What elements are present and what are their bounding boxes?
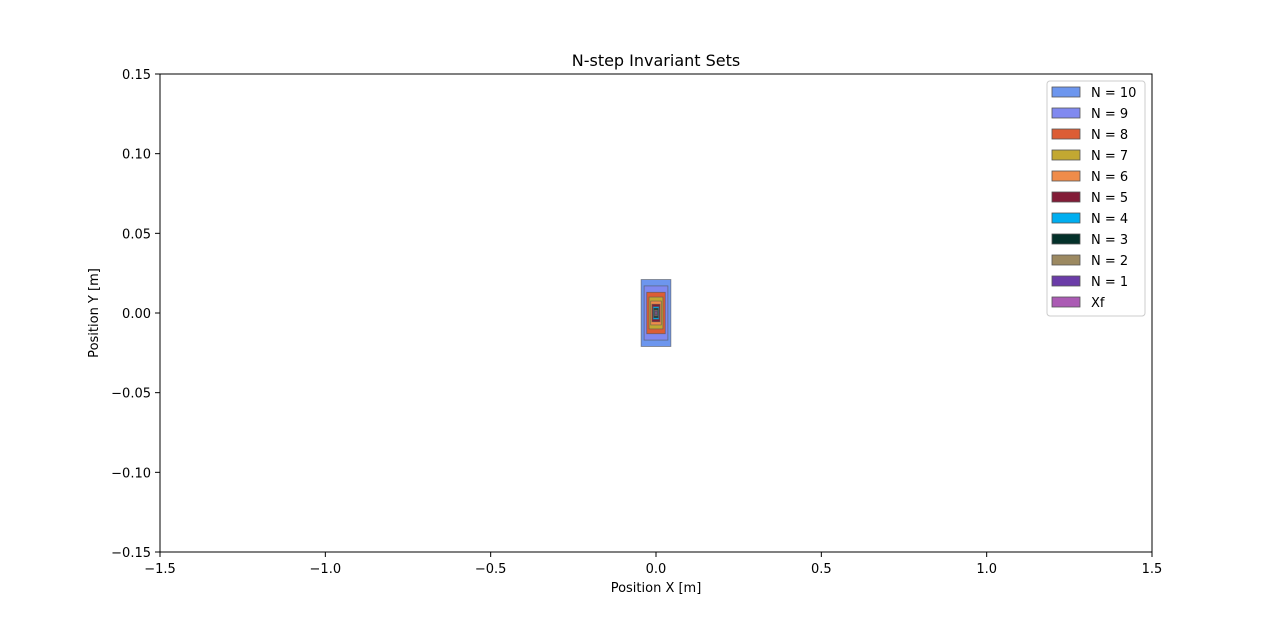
legend-label: N = 3 — [1091, 233, 1128, 248]
legend-label: N = 5 — [1091, 191, 1128, 206]
x-tick-label: −1.5 — [144, 562, 176, 577]
x-axis-label: Position X [m] — [611, 581, 702, 596]
legend-swatch — [1051, 254, 1081, 266]
x-tick-label: −1.0 — [310, 562, 342, 577]
legend-swatch — [1051, 191, 1081, 203]
legend-swatch — [1051, 107, 1081, 119]
legend-label: N = 2 — [1091, 254, 1128, 269]
y-tick-label: 0.15 — [122, 68, 151, 83]
x-tick-label: 1.5 — [1142, 562, 1163, 577]
legend-label: N = 4 — [1091, 212, 1128, 227]
legend-swatch — [1051, 275, 1081, 287]
y-axis-ticks: 0.15 0.10 0.05 0.00 −0.05 −0.10 −0.15 — [111, 68, 160, 561]
legend-label: N = 9 — [1091, 107, 1128, 122]
x-tick-label: 0.5 — [811, 562, 832, 577]
legend-swatch — [1051, 212, 1081, 224]
legend-swatch — [1051, 128, 1081, 140]
y-tick-label: −0.05 — [111, 387, 151, 402]
x-tick-label: −0.5 — [475, 562, 507, 577]
legend: N = 10 N = 9 N = 8 N = 7 N = 6 N = 5 N = 4 N = … — [1046, 80, 1146, 317]
y-tick-label: −0.10 — [111, 466, 151, 481]
x-axis-ticks: −1.5 −1.0 −0.5 0.0 0.5 1.0 1.5 — [144, 552, 1162, 577]
legend-label: N = 6 — [1091, 170, 1128, 185]
legend-items: N = 10 N = 9 N = 8 N = 7 N = 6 N = 5 N = 4 N = … — [1051, 86, 1136, 311]
y-tick-label: 0.05 — [122, 227, 151, 242]
legend-label: N = 1 — [1091, 275, 1128, 290]
legend-label: Xf — [1091, 296, 1105, 311]
legend-label: N = 10 — [1091, 86, 1136, 101]
y-tick-label: 0.00 — [122, 307, 151, 322]
legend-label: N = 7 — [1091, 149, 1128, 164]
legend-swatch — [1051, 86, 1081, 98]
y-tick-label: −0.15 — [111, 546, 151, 561]
legend-swatch — [1051, 233, 1081, 245]
legend-swatch — [1051, 170, 1081, 182]
legend-swatch — [1051, 296, 1081, 308]
invariant-sets-layer — [640, 279, 672, 347]
invariant-set-xf — [654, 311, 658, 315]
x-tick-label: 1.0 — [976, 562, 997, 577]
chart-title: N-step Invariant Sets — [572, 51, 741, 70]
y-axis-label: Position Y [m] — [87, 268, 102, 358]
legend-label: N = 8 — [1091, 128, 1128, 143]
x-tick-label: 0.0 — [646, 562, 667, 577]
y-tick-label: 0.10 — [122, 148, 151, 163]
legend-swatch — [1051, 149, 1081, 161]
